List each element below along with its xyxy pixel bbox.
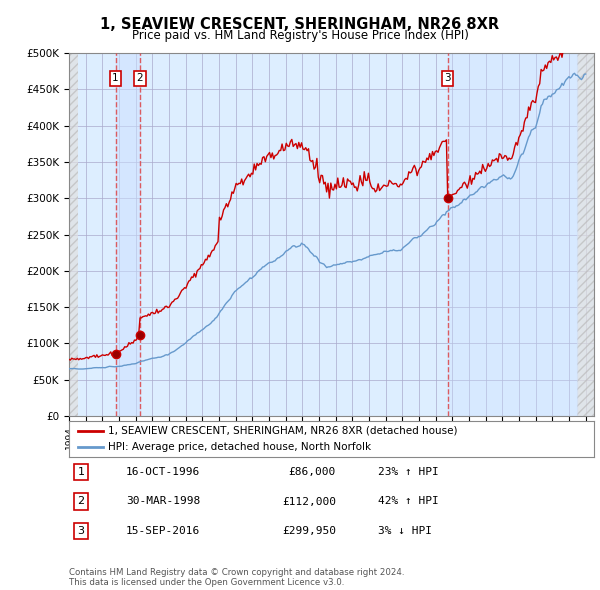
Text: 1: 1 bbox=[77, 467, 85, 477]
Bar bbox=[448, 53, 577, 416]
Text: 1, SEAVIEW CRESCENT, SHERINGHAM, NR26 8XR: 1, SEAVIEW CRESCENT, SHERINGHAM, NR26 8X… bbox=[100, 17, 500, 31]
Text: £86,000: £86,000 bbox=[289, 467, 336, 477]
Text: 2: 2 bbox=[137, 74, 143, 84]
Text: 1: 1 bbox=[112, 74, 119, 84]
Text: 42% ↑ HPI: 42% ↑ HPI bbox=[378, 497, 439, 506]
Text: £112,000: £112,000 bbox=[282, 497, 336, 506]
Text: 16-OCT-1996: 16-OCT-1996 bbox=[126, 467, 200, 477]
Text: 3% ↓ HPI: 3% ↓ HPI bbox=[378, 526, 432, 536]
Text: 30-MAR-1998: 30-MAR-1998 bbox=[126, 497, 200, 506]
Text: 3: 3 bbox=[77, 526, 85, 536]
Bar bbox=[69, 53, 78, 416]
Text: 3: 3 bbox=[444, 74, 451, 84]
Text: HPI: Average price, detached house, North Norfolk: HPI: Average price, detached house, Nort… bbox=[109, 442, 371, 453]
Text: 2: 2 bbox=[77, 497, 85, 506]
Text: Contains HM Land Registry data © Crown copyright and database right 2024.
This d: Contains HM Land Registry data © Crown c… bbox=[69, 568, 404, 587]
Text: 23% ↑ HPI: 23% ↑ HPI bbox=[378, 467, 439, 477]
Text: £299,950: £299,950 bbox=[282, 526, 336, 536]
Bar bbox=[115, 53, 140, 416]
Text: Price paid vs. HM Land Registry's House Price Index (HPI): Price paid vs. HM Land Registry's House … bbox=[131, 30, 469, 42]
Text: 1, SEAVIEW CRESCENT, SHERINGHAM, NR26 8XR (detached house): 1, SEAVIEW CRESCENT, SHERINGHAM, NR26 8X… bbox=[109, 425, 458, 435]
Text: 15-SEP-2016: 15-SEP-2016 bbox=[126, 526, 200, 536]
Bar bbox=[577, 53, 594, 416]
